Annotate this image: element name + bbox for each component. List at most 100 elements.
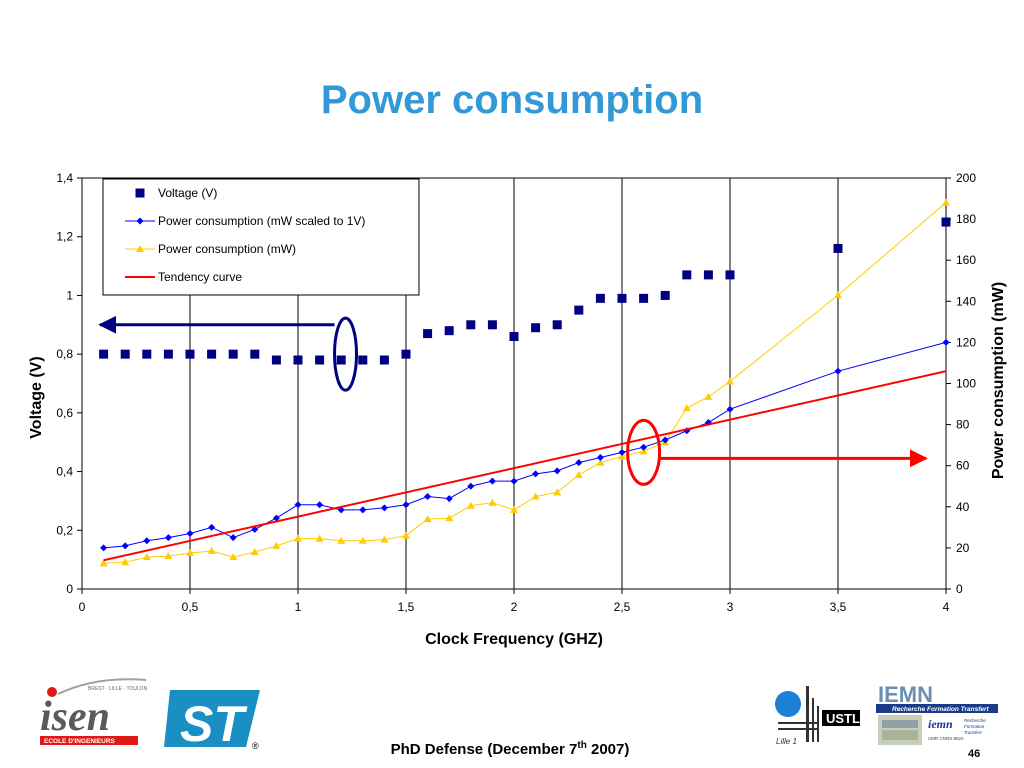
iemn-wordmark: IEMN: [878, 682, 933, 707]
x-tick-label: 0,5: [182, 600, 199, 614]
x-tick-label: 2: [511, 600, 518, 614]
legend: Voltage (V) Power consumption (mW scaled …: [102, 178, 420, 296]
power-highlight-ellipse: [626, 418, 662, 486]
data-point: [359, 506, 367, 514]
ustl-logo: USTL Lille 1: [775, 686, 860, 746]
page-number: 46: [968, 748, 981, 760]
data-point: [99, 349, 109, 359]
data-point: [358, 355, 368, 365]
data-point: [208, 523, 216, 531]
data-point: [120, 349, 130, 359]
x-tick-label: 0: [79, 600, 86, 614]
iemn-small-wordmark: iemn: [928, 717, 953, 731]
data-point: [402, 501, 410, 509]
data-point: [358, 536, 367, 544]
series-3: [103, 370, 947, 562]
data-point: [121, 558, 130, 566]
y-tick-label: 1,2: [56, 230, 73, 244]
data-point: [834, 367, 842, 375]
ustl-circle-icon: [775, 691, 801, 717]
data-point: [100, 544, 108, 552]
footer-text: PhD Defense (December 7th 2007): [320, 740, 700, 758]
data-point: [423, 329, 433, 339]
footer-text-sup: th: [577, 740, 587, 751]
data-point: [185, 349, 195, 359]
data-point: [726, 405, 734, 413]
data-point: [640, 443, 648, 451]
data-point: [337, 536, 346, 544]
y2-tick-label: 140: [956, 294, 976, 308]
voltage-highlight-ellipse: [333, 316, 359, 392]
legend-label: Power consumption (mW scaled to 1V): [158, 214, 365, 228]
series-line: [103, 202, 947, 564]
data-point: [487, 320, 497, 330]
data-point: [336, 355, 346, 365]
data-point: [575, 459, 583, 467]
data-point: [833, 243, 843, 253]
y2-tick-label: 40: [956, 500, 970, 514]
data-point: [942, 338, 950, 346]
isen-red-dot-icon: [47, 687, 57, 697]
data-point: [942, 198, 950, 206]
data-point: [488, 477, 496, 485]
data-point: [379, 355, 389, 365]
legend-item: Power consumption (mW): [125, 242, 296, 256]
legend-label: Power consumption (mW): [158, 242, 296, 256]
data-point: [207, 349, 217, 359]
data-point: [531, 323, 541, 333]
data-point: [229, 534, 237, 542]
data-point: [163, 349, 173, 359]
data-point: [229, 553, 238, 561]
data-point: [402, 531, 410, 539]
isen-subtitle: ECOLE D'INGENIEURS: [44, 738, 116, 745]
data-point: [553, 467, 561, 475]
data-point: [618, 448, 626, 456]
data-point: [445, 495, 453, 503]
y-tick-label: 0,6: [56, 406, 73, 420]
legend-item: Tendency curve: [125, 270, 242, 284]
data-point: [142, 349, 152, 359]
data-point: [380, 504, 388, 512]
iemn-sub2: Formation: [964, 724, 985, 729]
ustl-wordmark: USTL: [826, 711, 860, 726]
x-tick-label: 1,5: [398, 600, 415, 614]
data-point: [595, 293, 605, 303]
data-point: [293, 355, 303, 365]
annotation-layer: [98, 315, 928, 486]
data-point: [444, 326, 454, 336]
data-point: [488, 498, 497, 506]
data-point: [401, 349, 411, 359]
legend-label: Voltage (V): [158, 186, 217, 200]
series-layer: [99, 198, 951, 567]
series-line: [103, 341, 947, 549]
iemn-umr: UMR CNRS 8520: [928, 736, 964, 741]
data-point: [445, 514, 454, 522]
data-point: [682, 270, 692, 280]
data-point: [510, 477, 518, 485]
y-tick-label: 0: [66, 582, 73, 596]
data-point: [617, 293, 627, 303]
data-point: [596, 453, 604, 461]
iemn-sub1: Recherche: [964, 718, 986, 723]
data-point: [315, 355, 325, 365]
y-tick-label: 1: [66, 288, 73, 302]
data-point: [272, 514, 280, 522]
iemn-sub3: Transfert: [964, 730, 982, 735]
data-point: [725, 270, 735, 280]
data-point: [532, 470, 540, 478]
iemn-banner: Recherche Formation Transfert: [892, 706, 990, 713]
data-point: [250, 548, 259, 556]
y2-axis-title: Power consumption (mW): [990, 282, 1007, 479]
y-tick-label: 0,8: [56, 347, 73, 361]
x-tick-label: 1: [295, 600, 302, 614]
data-point: [272, 541, 281, 549]
legend-swatch-marker: [136, 245, 144, 252]
data-point: [315, 534, 324, 542]
data-point: [186, 549, 194, 557]
x-tick-label: 2,5: [614, 600, 631, 614]
data-point: [121, 542, 129, 550]
data-point: [574, 305, 584, 315]
data-point: [207, 546, 216, 554]
y2-tick-label: 100: [956, 377, 976, 391]
